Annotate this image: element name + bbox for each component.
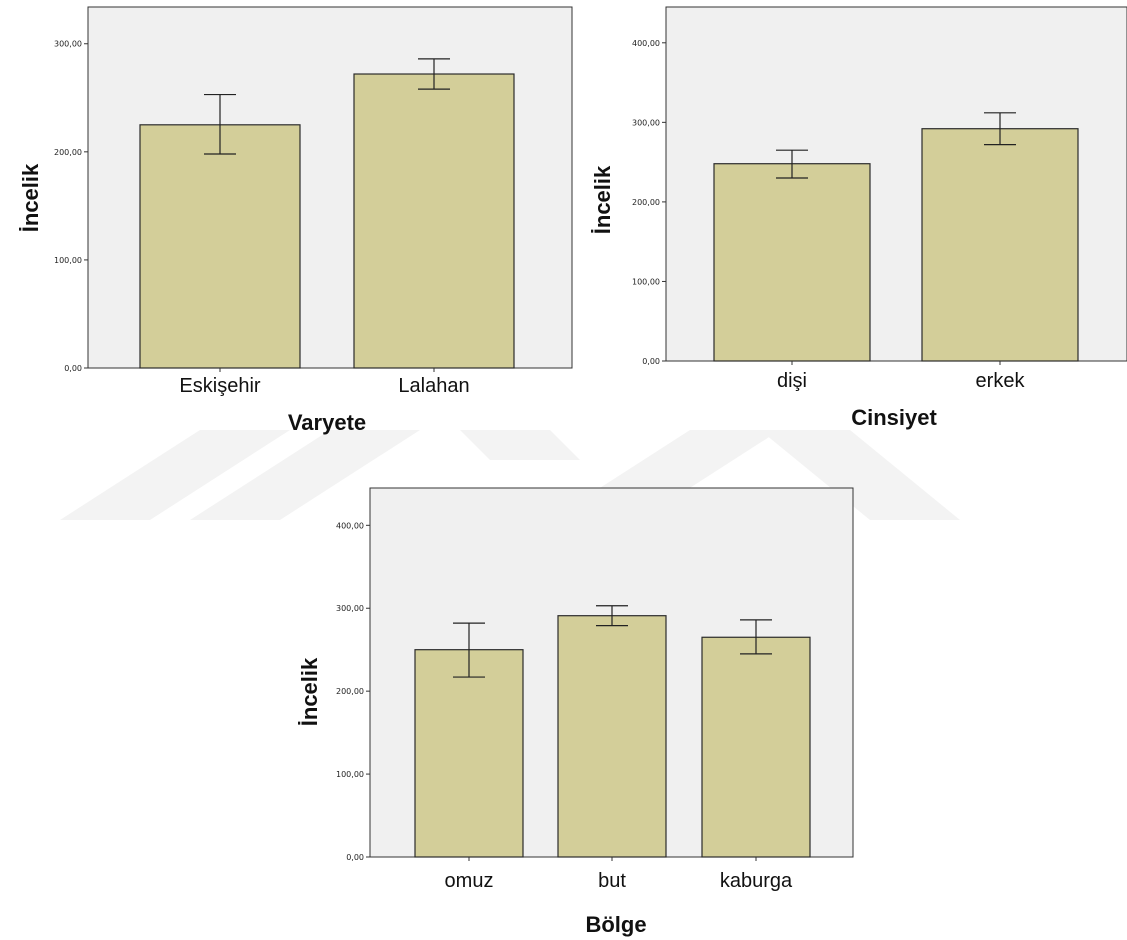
bar-0 [139, 124, 301, 369]
y-tick-label: 300,00 [632, 118, 660, 127]
bar-1 [557, 615, 667, 858]
y-tick-label: 100,00 [632, 277, 660, 286]
bar-1 [353, 73, 515, 369]
y-tick-label: 0,00 [642, 357, 660, 366]
y-tick-label: 100,00 [54, 256, 82, 265]
category-label: but [598, 870, 626, 892]
chart-cinsiyet: 0,00 100,00 200,00 300,00 400,00 dişi erkek İn… [580, 0, 1127, 440]
y-tick-label: 0,00 [64, 364, 82, 373]
category-label: Eskişehir [179, 375, 260, 397]
y-tick-label: 400,00 [336, 521, 364, 530]
y-tick-label: 400,00 [632, 39, 660, 48]
y-tick-label: 200,00 [54, 148, 82, 157]
y-tick-label: 100,00 [336, 770, 364, 779]
y-axis-label: İncelik [18, 163, 43, 232]
y-tick-label: 300,00 [336, 604, 364, 613]
x-axis-label: Bölge [585, 912, 646, 937]
x-axis-label: Cinsiyet [851, 405, 937, 430]
category-label: kaburga [720, 870, 793, 892]
category-label: dişi [777, 370, 807, 392]
chart-bolge: 0,00 100,00 200,00 300,00 400,00 omuz but kabur… [285, 470, 860, 940]
y-axis-label: İncelik [297, 657, 322, 726]
y-axis-label: İncelik [590, 165, 615, 234]
bar-0 [414, 649, 524, 858]
category-label: Lalahan [398, 375, 469, 397]
x-axis-label: Varyete [288, 410, 366, 435]
category-label: omuz [445, 870, 494, 892]
bar-1 [921, 128, 1079, 362]
y-tick-label: 0,00 [346, 853, 364, 862]
bar-0 [713, 163, 871, 362]
category-label: erkek [976, 370, 1026, 392]
bar-2 [701, 636, 811, 858]
chart-varyete: 0,00 100,00 200,00 300,00 Eskişehir Lalahan İ… [0, 0, 580, 440]
y-tick-label: 200,00 [632, 198, 660, 207]
y-tick-label: 300,00 [54, 40, 82, 49]
y-tick-label: 200,00 [336, 687, 364, 696]
